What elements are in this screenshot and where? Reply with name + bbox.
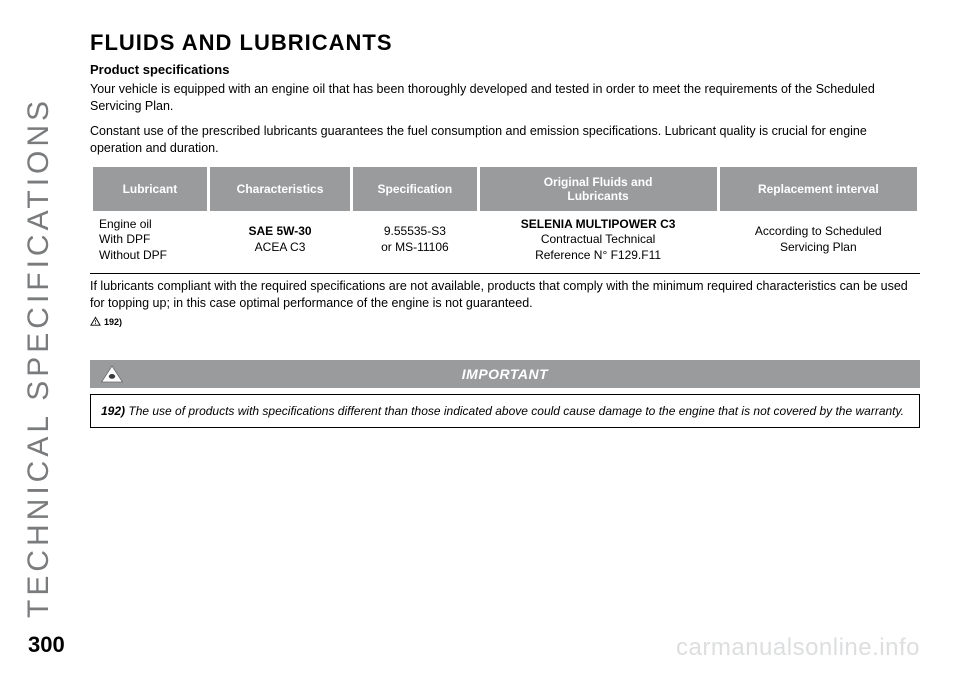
lubricants-table: Lubricant Characteristics Specification … — [90, 167, 920, 274]
important-note-number: 192) — [101, 404, 125, 418]
compliance-footnote: If lubricants compliant with the require… — [90, 278, 920, 312]
table-header-row: Lubricant Characteristics Specification … — [93, 167, 917, 211]
important-warning-icon — [100, 364, 124, 384]
warning-reference: 192) — [90, 316, 122, 327]
col-replacement-interval: Replacement interval — [720, 167, 917, 211]
col-lubricant: Lubricant — [93, 167, 207, 211]
important-note-text: The use of products with specifications … — [125, 404, 904, 418]
section-side-label: TECHNICAL SPECIFICATIONS — [22, 30, 62, 618]
table-bottom-rule — [90, 273, 920, 274]
page-number: 300 — [28, 632, 65, 658]
intro-paragraph-1: Your vehicle is equipped with an engine … — [90, 81, 920, 115]
important-header-bar: IMPORTANT — [90, 360, 920, 388]
col-original-fluids: Original Fluids and Lubricants — [480, 167, 717, 211]
cell-replacement-interval: According to Scheduled Servicing Plan — [720, 211, 917, 274]
cell-specification: 9.55535-S3 or MS-11106 — [353, 211, 476, 274]
col-specification: Specification — [353, 167, 476, 211]
table-row: Engine oil With DPF Without DPF SAE 5W-3… — [93, 211, 917, 274]
cell-characteristics: SAE 5W-30 ACEA C3 — [210, 211, 350, 274]
intro-paragraph-2: Constant use of the prescribed lubricant… — [90, 123, 920, 157]
cell-original-fluids: SELENIA MULTIPOWER C3 Contractual Techni… — [480, 211, 717, 274]
warning-reference-number: 192) — [104, 317, 122, 327]
important-label: IMPORTANT — [462, 366, 548, 382]
watermark: carmanualsonline.info — [676, 634, 920, 662]
warning-triangle-icon — [90, 316, 101, 327]
col-characteristics: Characteristics — [210, 167, 350, 211]
subheading: Product specifications — [90, 62, 920, 77]
important-note-box: 192) The use of products with specificat… — [90, 394, 920, 428]
cell-lubricant: Engine oil With DPF Without DPF — [93, 211, 207, 274]
page-heading: FLUIDS AND LUBRICANTS — [90, 30, 920, 56]
